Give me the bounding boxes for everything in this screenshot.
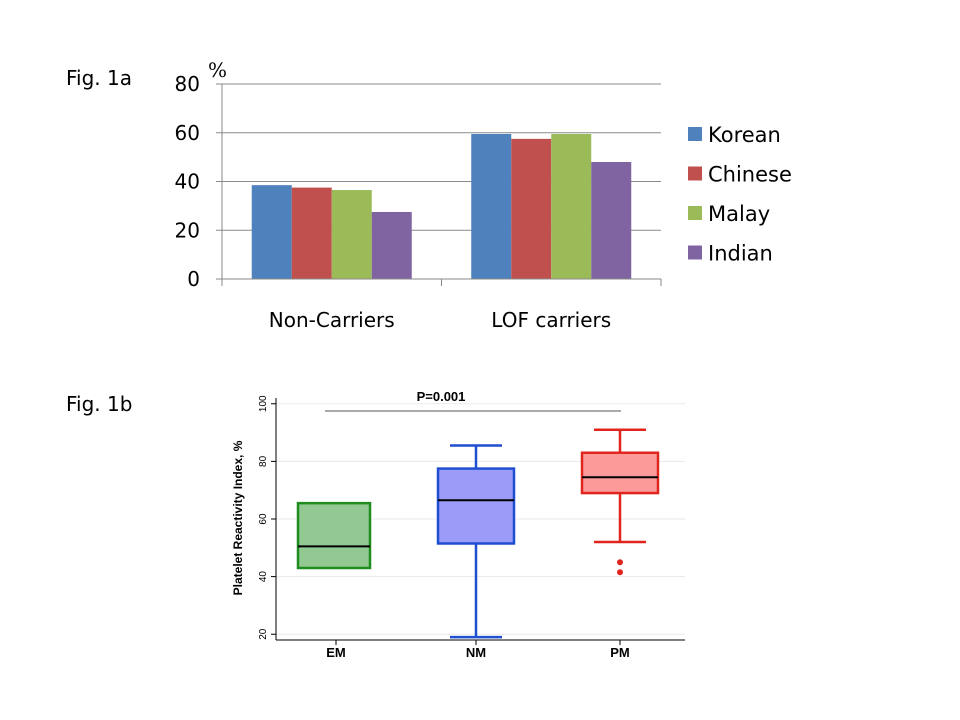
p-value-annotation: P=0.001 [417,389,466,404]
x-category-label: LOF carriers [491,308,611,332]
legend-label-korean: Korean [708,123,781,147]
outlier-pm [617,559,623,566]
y-tick-label: 60 [175,121,200,145]
y-tick-label: 80 [175,72,200,96]
y-tick-label: 20 [175,218,200,242]
box-pm [580,451,660,495]
fig-1b-label: Fig. 1b [66,392,133,416]
y-tick-label: 40 [175,170,200,194]
legend-swatch-chinese [688,166,702,181]
x-category-label: EM [326,645,346,660]
legend-swatch-malay [688,206,702,220]
y-tick-labels: 20 40 60 80 100 [258,395,269,640]
y-tick-label: 20 [258,628,269,640]
y-axis-title: Platelet Reactivity Index, % [231,440,245,595]
fig-1a-bar-chart: % 0 20 40 60 80 Non-Carriers LOF carriers Kor… [175,58,792,332]
bar-korean-non-carriers [251,185,292,279]
axes [216,83,662,286]
box-nm [436,467,516,545]
bar-indian-non-carriers [371,211,412,279]
legend-swatch-korean [688,127,702,141]
legend-label-chinese: Chinese [708,163,792,187]
y-axis-unit-label: % [208,58,227,82]
legend-label-malay: Malay [708,202,770,226]
box-em [296,501,372,570]
bar-chinese-non-carriers [291,187,332,279]
y-tick-label: 0 [187,267,200,291]
y-tick-label: 60 [258,513,269,525]
bars [251,133,632,279]
y-tick-labels: 0 20 40 60 80 [175,72,200,291]
bar-korean-lof-carriers [471,133,512,279]
fig-1b-box-plot: 20 40 60 80 100 EM NM PM P=0.001 Platelet Reac… [216,383,696,670]
legend-label-indian: Indian [708,242,773,266]
y-tick-label: 40 [258,571,269,583]
bar-malay-lof-carriers [551,133,592,279]
bar-chinese-lof-carriers [511,138,552,279]
x-category-labels: EM NM PM [326,645,630,660]
legend: Korean Chinese Malay Indian [688,123,792,266]
x-category-label: PM [610,645,630,660]
x-category-label: NM [466,645,486,660]
bar-indian-lof-carriers [591,162,632,279]
x-category-labels: Non-Carriers LOF carriers [269,308,611,332]
boxes [296,428,660,639]
outlier-pm [617,569,623,576]
axes [271,398,685,645]
y-tick-label: 100 [258,395,269,412]
legend-swatch-indian [688,245,702,260]
fig-1a-label: Fig. 1a [66,66,132,90]
bar-malay-non-carriers [331,190,372,279]
y-tick-label: 80 [258,455,269,467]
x-category-label: Non-Carriers [269,308,395,332]
